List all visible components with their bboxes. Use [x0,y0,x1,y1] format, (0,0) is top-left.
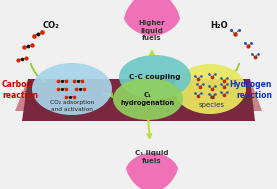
Ellipse shape [174,64,246,114]
Text: CO₂: CO₂ [43,22,60,30]
Text: CO₂ adsorption
and activation: CO₂ adsorption and activation [50,100,94,112]
Text: Hydrogen
reaction: Hydrogen reaction [230,80,272,100]
Ellipse shape [113,78,183,120]
Ellipse shape [119,55,191,99]
Text: C₁ liquid
fuels: C₁ liquid fuels [135,150,169,164]
Polygon shape [126,153,178,189]
Text: Higher
liquid
fuels: Higher liquid fuels [139,20,165,42]
Ellipse shape [32,63,112,115]
Text: C₁
hydrogenation: C₁ hydrogenation [121,92,175,106]
Polygon shape [22,79,255,121]
Polygon shape [124,0,180,36]
Text: Carbon
reaction: Carbon reaction [2,80,38,100]
Text: C-C coupling: C-C coupling [129,74,181,80]
Polygon shape [15,79,262,111]
Text: H₂O: H₂O [210,22,228,30]
Text: H
species: H species [199,94,225,108]
